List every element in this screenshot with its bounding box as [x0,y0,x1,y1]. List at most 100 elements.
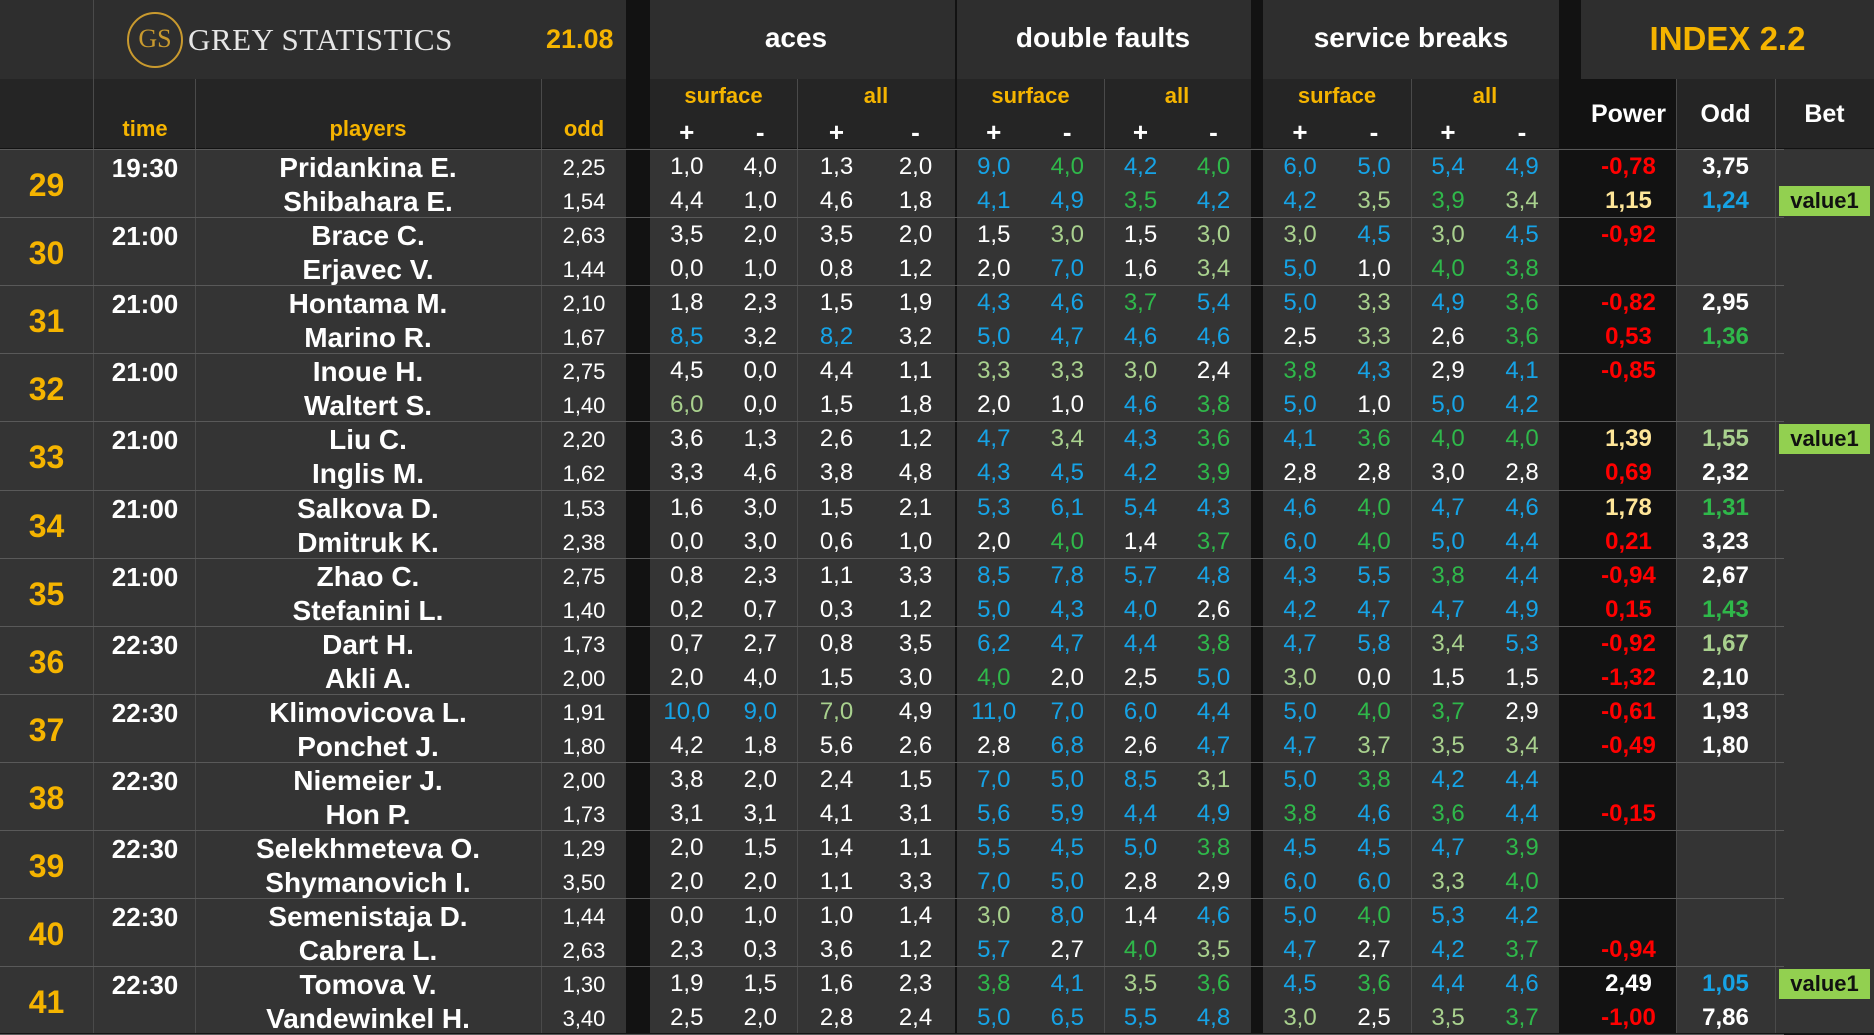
player-name: Stefanini L. [292,594,444,626]
index-header-bg [1581,0,1874,79]
stat-value: 2,9 [1196,868,1231,895]
player-name: Klimovicova L. [269,696,467,728]
row-divider [0,966,1784,967]
stat-value: 11,0 [971,697,1017,725]
sub-all: all [863,83,889,108]
stat-value: 4,4 [1196,697,1231,725]
index-odd-value: 2,32 [1702,459,1749,487]
stat-value: 4,0 [977,663,1011,691]
player-name: Erjavec V. [302,254,434,286]
row-divider [0,694,1784,695]
stat-value: 2,0 [977,255,1011,283]
stat-value: 2,7 [1357,936,1391,964]
stat-value: 0,0 [743,391,777,419]
stat-value: 3,1 [670,799,704,827]
stat-value: 0,2 [670,595,704,623]
stat-value: 3,7 [1357,731,1391,759]
stat-value: 3,6 [1505,323,1539,351]
stat-value: 4,4 [1123,629,1158,657]
stat-value: 2,0 [743,868,777,895]
match-number: 33 [28,439,65,476]
stat-value: 4,3 [977,289,1011,317]
stat-value: 3,4 [1505,187,1539,214]
match-time: 22:30 [111,834,179,864]
row-divider [0,285,1784,286]
index-power-value: 0,15 [1605,595,1652,623]
index-power-value: -0,94 [1601,561,1656,589]
stat-value: 1,3 [819,153,854,180]
stat-value: 4,5 [1357,834,1391,861]
stat-value: 4,7 [1196,731,1231,759]
stat-value: 1,4 [898,902,933,930]
minus-header: - [1209,117,1218,147]
stat-value: 7,8 [1050,561,1084,589]
match-time: 22:30 [111,765,179,796]
player-name: Zhao C. [316,560,420,592]
stat-value: 1,4 [1123,527,1158,555]
stat-value: 6,8 [1050,731,1084,759]
stat-value: 5,9 [1050,799,1084,827]
match-time: 19:30 [111,153,179,183]
stat-value: 2,6 [898,731,933,759]
logo-mark: GS [138,24,172,53]
stat-value: 3,6 [819,936,854,964]
stat-value: 2,5 [1357,1004,1391,1032]
stat-value: 0,0 [1357,663,1391,691]
stat-value: 5,5 [1357,561,1391,589]
stat-value: 3,3 [898,561,933,589]
stat-value: 1,6 [819,970,854,998]
row-divider [0,217,1784,218]
stat-value: 2,3 [743,289,777,317]
stat-value: 5,0 [1123,834,1158,861]
row-divider [0,149,1784,150]
stat-value: 3,1 [1196,765,1231,793]
index-power-value: -0,92 [1601,221,1656,249]
player-name: Pridankina E. [279,152,457,183]
stat-value: 6,1 [1050,493,1084,521]
player-odd: 1,62 [562,461,606,487]
stat-value: 5,7 [1123,561,1158,589]
stat-value: 4,6 [1196,902,1231,930]
stat-value: 4,8 [1196,1004,1231,1032]
stat-value: 4,0 [1357,697,1391,725]
stat-value: 3,8 [670,765,704,793]
stat-value: 3,2 [743,323,777,351]
stat-value: 0,0 [670,902,704,930]
index-power-value: -0,94 [1601,936,1656,964]
index-power-value: 1,15 [1605,187,1652,214]
stat-value: 4,2 [1505,902,1539,930]
stat-value: 3,4 [1050,425,1084,453]
stat-value: 1,5 [819,493,854,521]
index-power-value: -0,82 [1601,289,1656,317]
plus-header: + [1292,117,1308,147]
stat-value: 5,0 [1283,697,1317,725]
index-odd-value: 1,31 [1702,493,1749,521]
stat-value: 4,6 [1050,289,1084,317]
idx-power-header: Power [1590,100,1667,128]
stat-value: 2,0 [743,221,777,249]
stat-value: 3,7 [1505,1004,1539,1032]
stat-value: 4,0 [1123,936,1158,964]
stat-value: 5,0 [1196,663,1231,691]
stat-value: 1,5 [819,663,854,691]
stat-value: 4,4 [1505,765,1539,793]
idx-odd-header: Odd [1700,100,1751,128]
match-time: 22:30 [111,902,179,933]
stat-value: 3,3 [1050,357,1084,385]
stat-value: 4,4 [1505,527,1539,555]
stat-value: 6,0 [1123,697,1158,725]
power-header-bg [1581,79,1676,148]
stat-value: 1,8 [670,289,704,317]
stat-value: 1,0 [743,255,777,283]
index-power-value: -1,00 [1601,1004,1656,1032]
stat-value: 2,6 [1431,323,1465,351]
sub-surface: surface [1297,83,1377,108]
stat-value: 4,4 [1505,799,1539,827]
plus-header: + [1132,117,1149,147]
stat-value: 8,5 [977,561,1011,589]
stat-value: 7,0 [819,697,854,725]
stat-value: 5,6 [977,799,1011,827]
index-odd-value: 1,93 [1702,697,1749,725]
stat-value: 3,3 [1431,868,1465,895]
match-time: 21:00 [111,561,179,592]
